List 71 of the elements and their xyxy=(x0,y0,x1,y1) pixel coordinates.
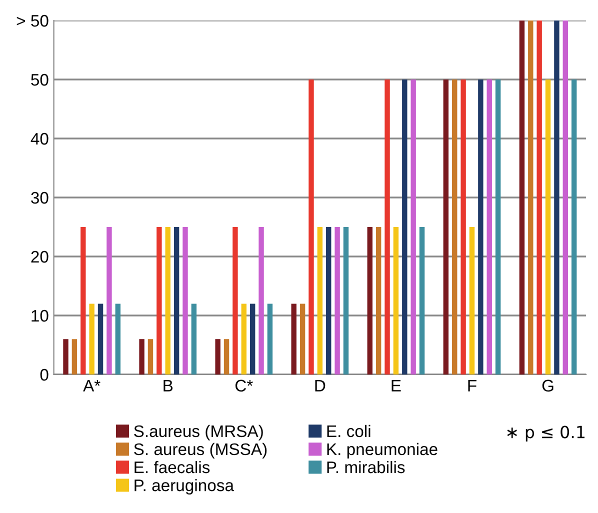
bar xyxy=(571,80,577,374)
bar xyxy=(258,227,264,374)
bar xyxy=(148,339,154,374)
bar xyxy=(72,339,78,374)
bar xyxy=(334,227,340,374)
bar xyxy=(232,227,238,374)
y-tick-label: > 50 xyxy=(16,14,48,27)
bar xyxy=(165,227,170,374)
bar xyxy=(478,80,484,374)
bar xyxy=(224,339,230,374)
legend-label: E. coli xyxy=(327,424,370,438)
bar xyxy=(410,80,416,374)
y-tick-label: 0 xyxy=(40,368,48,381)
y-tick-label: 20 xyxy=(31,250,48,263)
bar xyxy=(486,80,492,374)
bar xyxy=(469,227,475,374)
legend-label: E. faecalis xyxy=(134,460,210,474)
x-tick-label: A* xyxy=(83,380,100,392)
x-tick-label: B xyxy=(164,380,173,392)
x-tick-label: F xyxy=(468,380,476,392)
bar xyxy=(452,80,458,374)
bar xyxy=(343,227,349,374)
x-tick-label: E xyxy=(392,380,401,392)
bar xyxy=(308,80,314,374)
bar xyxy=(536,20,542,374)
bar xyxy=(182,227,188,374)
x-tick-label: D xyxy=(315,380,326,392)
bar xyxy=(317,227,323,374)
bar xyxy=(528,20,534,374)
bar xyxy=(519,20,525,374)
bar xyxy=(384,80,390,374)
bar xyxy=(554,20,560,374)
y-tick-label: 40 xyxy=(30,132,48,145)
text: ∗ p ≤ 0.1 xyxy=(507,426,584,442)
bar xyxy=(291,304,296,374)
x-tick-label: G xyxy=(542,380,554,392)
bar xyxy=(191,304,197,374)
bar xyxy=(495,80,501,374)
y-tick-label: 30 xyxy=(31,192,48,204)
legend-label: S. aureus (MSSA) xyxy=(134,442,267,458)
bar xyxy=(115,304,121,374)
bar xyxy=(89,304,94,374)
bar xyxy=(393,227,399,374)
bar xyxy=(376,227,382,374)
x-tick-label: C* xyxy=(235,380,253,392)
bar xyxy=(402,80,408,374)
legend-label: K. pneumoniae xyxy=(327,442,438,458)
bar xyxy=(250,304,256,374)
bar xyxy=(545,80,551,374)
bar xyxy=(562,20,568,374)
bar xyxy=(215,339,220,374)
bar xyxy=(367,227,372,374)
bar xyxy=(174,227,180,374)
bar xyxy=(326,227,332,374)
bar xyxy=(267,304,273,374)
y-tick-label: 50 xyxy=(31,74,48,86)
bar xyxy=(419,227,425,374)
legend-label: P. aeruginosa xyxy=(134,478,234,495)
bar xyxy=(156,227,162,374)
bar xyxy=(106,227,112,374)
bar xyxy=(300,304,306,374)
legend-label: S.aureus (MRSA) xyxy=(134,424,263,440)
bar xyxy=(98,304,104,374)
bar xyxy=(63,339,68,374)
bar xyxy=(460,80,466,374)
bar xyxy=(443,80,449,374)
bar xyxy=(139,339,144,374)
legend-label: P. mirabilis xyxy=(327,460,405,474)
y-tick-label: 10 xyxy=(32,310,48,322)
bar xyxy=(241,304,247,374)
bar xyxy=(80,227,86,374)
